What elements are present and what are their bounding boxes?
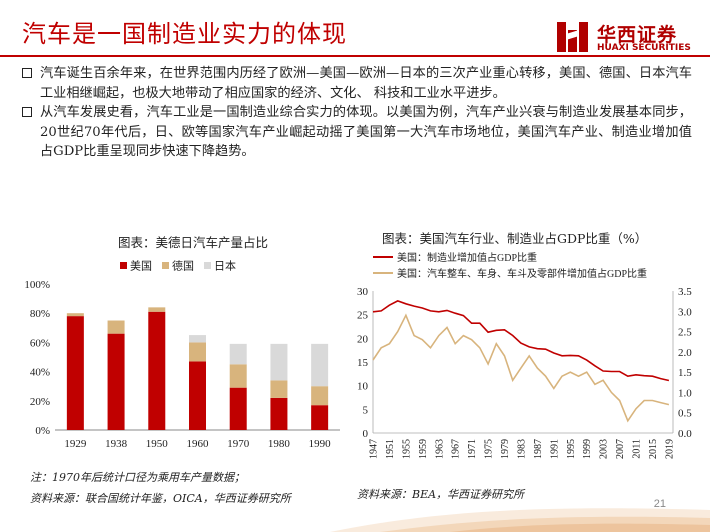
- bar-segment: [148, 307, 166, 312]
- bullet-list: 汽车诞生百余年来，在世界范围内历经了欧洲—美国—欧洲—日本的三次产业重心转移，美…: [22, 64, 692, 162]
- y-right-tick-label: 2.0: [678, 347, 692, 359]
- x-tick-label: 1960: [187, 438, 210, 450]
- bar-chart-title: 图表：美德日汽车产量占比: [118, 235, 269, 250]
- y-right-tick-label: 0.0: [678, 428, 692, 440]
- y-left-tick-label: 5: [363, 404, 369, 416]
- bullet-text: 从汽车发展史看，汽车工业是一国制造业综合实力的体现。以美国为例，汽车产业兴衰与制…: [40, 105, 692, 159]
- bar-segment: [66, 316, 84, 430]
- bar-segment: [311, 343, 329, 387]
- page-number: 21: [653, 498, 666, 510]
- legend-label: 美国：制造业增加值占GDP比重: [397, 251, 537, 264]
- bar-segment: [66, 313, 84, 317]
- bar-segment: [189, 361, 206, 430]
- line-chart-title: 图表：美国汽车行业、制造业占GDP比重（%）: [382, 231, 648, 246]
- y-right-tick-label: 1.5: [678, 367, 692, 379]
- legend-swatch: [120, 262, 127, 269]
- x-tick-label: 1963: [434, 439, 445, 459]
- stacked-bar-chart: 美国 德国 日本 0% 20% 40% 60% 80% 100% 1929 1938 1950 1960…: [24, 259, 340, 450]
- dual-axis-line-chart: 美国：制造业增加值占GDP比重美国：汽车整车、车身、车斗及零部件增加值占GDP比…: [357, 251, 692, 459]
- x-tick-label: 1955: [401, 439, 412, 459]
- y-tick-label: 20%: [30, 396, 50, 408]
- bar-segment: [270, 380, 288, 398]
- x-tick-label: 1950: [146, 438, 169, 450]
- left-source: 资料来源：联合国统计年鉴，OICA，华西证券研究所: [30, 492, 291, 505]
- x-tick-label: 1980: [268, 438, 291, 450]
- x-tick-label: 1990: [309, 438, 332, 450]
- x-tick-label: 1999: [582, 439, 593, 459]
- y-tick-label: 100%: [24, 279, 50, 291]
- legend-label: 美国：汽车整车、车身、车斗及零部件增加值占GDP比重: [397, 267, 647, 280]
- y-left-tick-label: 0: [363, 428, 369, 440]
- x-tick-label: 2011: [632, 439, 643, 459]
- legend-label: 德国: [172, 259, 194, 273]
- bar-segment: [229, 364, 247, 388]
- decorative-wave: [330, 508, 710, 532]
- logo-english-name: HUAXI SECURITIES: [597, 43, 691, 53]
- logo-chinese-name: 华西证券: [597, 24, 678, 46]
- bullet-item: 汽车诞生百余年来，在世界范围内历经了欧洲—美国—欧洲—日本的三次产业重心转移，美…: [22, 64, 692, 103]
- x-tick-label: 1947: [369, 439, 380, 459]
- legend-label: 美国: [130, 260, 152, 273]
- y-left-tick-label: 15: [357, 357, 369, 369]
- y-left-tick-label: 30: [357, 286, 369, 298]
- x-tick-label: 1967: [451, 439, 462, 459]
- y-right-tick-label: 0.5: [678, 408, 692, 420]
- x-tick-label: 2007: [615, 439, 626, 459]
- y-tick-label: 40%: [30, 367, 50, 379]
- x-tick-label: 1929: [64, 438, 87, 450]
- series-line: [372, 300, 670, 382]
- x-tick-label: 1951: [385, 439, 396, 459]
- bar-segment: [189, 335, 206, 343]
- bar-segment: [148, 311, 166, 430]
- legend-swatch: [162, 262, 169, 269]
- x-tick-label: 1970: [227, 438, 250, 450]
- y-left-tick-label: 25: [357, 310, 369, 322]
- legend-swatch: [204, 262, 211, 269]
- bar-segment: [229, 387, 247, 430]
- y-right-tick-label: 1.0: [678, 387, 692, 399]
- chart-note: 注：1970年后统计口径为乘用车产量数据；: [30, 471, 245, 484]
- bullet-text: 汽车诞生百余年来，在世界范围内历经了欧洲—美国—欧洲—日本的三次产业重心转移，美…: [40, 66, 692, 101]
- bar-segment: [270, 397, 288, 430]
- checkbox-bullet-icon: [22, 68, 32, 78]
- x-tick-label: 2015: [648, 439, 659, 459]
- x-tick-label: 1971: [467, 439, 478, 459]
- x-tick-label: 2003: [599, 439, 610, 459]
- y-tick-label: 80%: [30, 308, 50, 320]
- page-title: 汽车是一国制造业实力的体现: [22, 20, 347, 48]
- right-source: 资料来源：BEA，华西证券研究所: [357, 488, 525, 501]
- huaxi-logo-icon: [557, 22, 588, 52]
- x-tick-label: 1983: [516, 439, 527, 459]
- x-tick-label: 1975: [484, 439, 495, 459]
- y-right-tick-label: 3.0: [678, 306, 692, 318]
- bar-segment: [311, 405, 329, 430]
- bar-segment: [107, 320, 125, 334]
- bar-segment: [189, 342, 206, 362]
- y-left-tick-label: 20: [357, 333, 369, 345]
- x-tick-label: 1938: [105, 438, 128, 450]
- x-tick-label: 1995: [566, 439, 577, 459]
- series-line: [372, 313, 670, 423]
- y-left-tick-label: 10: [357, 381, 369, 393]
- y-right-tick-label: 2.5: [678, 327, 692, 339]
- x-tick-label: 1991: [549, 439, 560, 459]
- x-tick-label: 1987: [533, 439, 544, 459]
- checkbox-bullet-icon: [22, 107, 32, 117]
- bullet-item: 从汽车发展史看，汽车工业是一国制造业综合实力的体现。以美国为例，汽车产业兴衰与制…: [22, 103, 692, 162]
- bar-segment: [107, 333, 125, 430]
- title-divider: [0, 55, 710, 57]
- x-tick-label: 1959: [418, 439, 429, 459]
- x-tick-label: 2019: [664, 439, 675, 459]
- y-right-tick-label: 3.5: [678, 286, 692, 298]
- y-tick-label: 60%: [30, 337, 50, 349]
- bar-segment: [229, 343, 247, 365]
- bar-segment: [311, 386, 329, 406]
- company-logo: 华西证券 HUAXI SECURITIES: [553, 20, 693, 54]
- legend-label: 日本: [214, 259, 236, 273]
- x-tick-label: 1979: [500, 439, 511, 459]
- y-tick-label: 0%: [35, 425, 50, 437]
- bar-segment: [270, 343, 288, 381]
